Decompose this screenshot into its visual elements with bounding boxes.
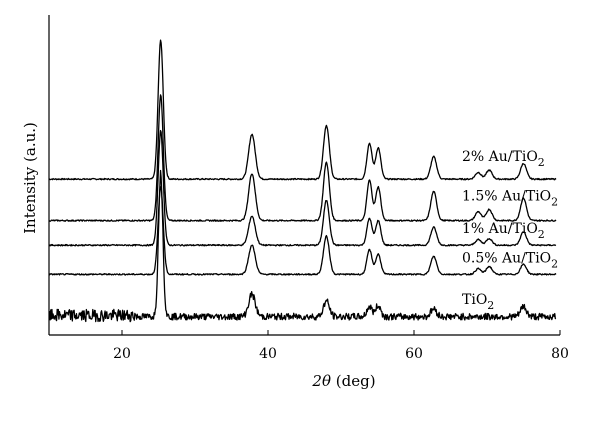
series-label: TiO2 bbox=[462, 292, 494, 312]
x-tick-label: 80 bbox=[551, 346, 569, 362]
x-axis-title: 2θ (deg) bbox=[311, 372, 375, 390]
axes bbox=[48, 15, 560, 336]
x-tick-label: 20 bbox=[113, 346, 131, 362]
y-axis-title: Intensity (a.u.) bbox=[21, 122, 39, 234]
series-line bbox=[48, 94, 557, 222]
series-line bbox=[48, 39, 557, 181]
series-label: 1.5% Au/TiO2 bbox=[462, 189, 558, 209]
x-axis-title-unit: (deg) bbox=[331, 372, 376, 390]
series-line bbox=[48, 186, 557, 276]
x-tick-label: 60 bbox=[405, 346, 423, 362]
series-line bbox=[48, 129, 557, 247]
series-label: 2% Au/TiO2 bbox=[462, 149, 545, 169]
x-ticks: 20 40 60 80 bbox=[113, 330, 569, 362]
series-group bbox=[48, 39, 557, 323]
x-axis-title-var: 2θ bbox=[311, 372, 331, 390]
series-labels: 2% Au/TiO2 1.5% Au/TiO2 1% Au/TiO2 0.5% Au/… bbox=[462, 149, 558, 312]
series-line bbox=[48, 169, 557, 323]
x-tick-label: 40 bbox=[259, 346, 277, 362]
series-label: 0.5% Au/TiO2 bbox=[462, 250, 558, 270]
series-label: 1% Au/TiO2 bbox=[462, 221, 545, 241]
